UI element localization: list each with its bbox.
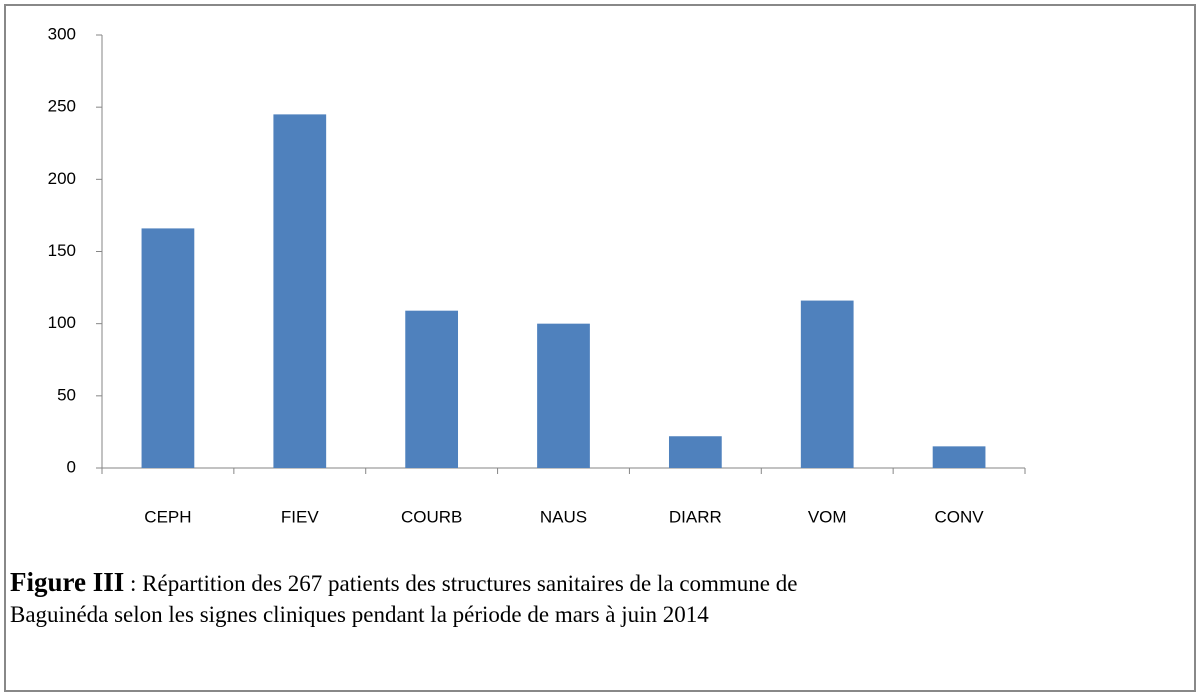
x-tick-label: CEPH: [144, 507, 191, 526]
bar: [273, 114, 327, 468]
frame: [4, 4, 1196, 692]
x-tick-label: NAUS: [540, 507, 587, 526]
y-tick-label: 200: [48, 169, 76, 188]
x-tick-label: VOM: [808, 507, 847, 526]
bar: [405, 310, 459, 468]
bar: [537, 323, 590, 468]
y-tick-label: 250: [48, 97, 76, 116]
x-tick-label: DIARR: [669, 507, 722, 526]
y-tick-label: 0: [67, 457, 76, 476]
caption-text: Baguinéda selon les signes cliniques pen…: [10, 602, 709, 627]
y-tick-label: 50: [57, 385, 76, 404]
x-tick-label: COURB: [401, 507, 462, 526]
caption-line: Figure III : Répartition des 267 patient…: [10, 567, 797, 599]
y-tick-label: 150: [48, 241, 76, 260]
y-tick-label: 100: [48, 313, 76, 332]
bar: [932, 446, 986, 468]
x-tick-label: CONV: [935, 507, 985, 526]
caption-label: Figure III: [10, 567, 125, 597]
bar: [800, 300, 854, 468]
chart: 0 50 100 150 200 250 300 CEPH FIEV COURB NAUS DIARR…: [48, 24, 1026, 526]
caption: Figure III : Répartition des 267 patient…: [10, 567, 797, 630]
bar: [141, 228, 195, 468]
bar: [668, 436, 722, 468]
caption-text: : Répartition des 267 patients des struc…: [130, 571, 798, 596]
y-tick-label: 300: [48, 24, 76, 43]
x-tick-label: FIEV: [281, 507, 319, 526]
